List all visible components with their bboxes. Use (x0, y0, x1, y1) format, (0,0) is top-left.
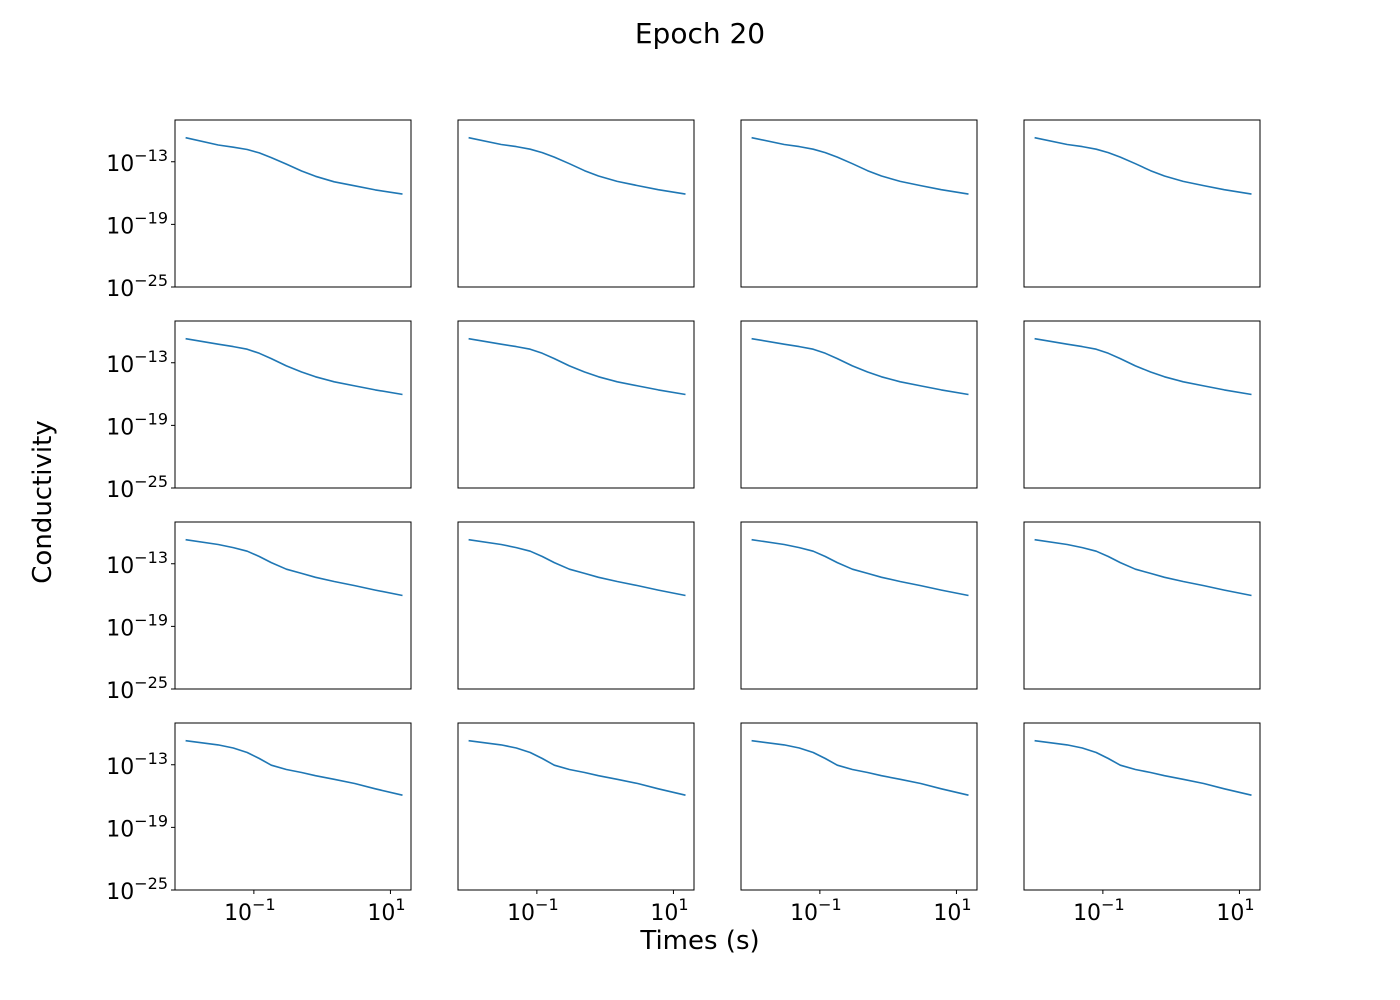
subplot-r2-c3 (740, 320, 978, 489)
subplot-r3-c4 (1023, 521, 1261, 690)
y-tick-label: 10−13 (106, 548, 168, 579)
x-tick-label: 101 (1216, 895, 1254, 926)
axes-frame (1023, 521, 1261, 690)
subplot-r3-c1: 10−13 10−19 10−25 (106, 521, 412, 704)
x-axis-label: Times (s) (639, 926, 759, 956)
subplot-r4-c1: 10−13 10−19 10−25 10−1 101 (106, 722, 412, 926)
axes-frame (174, 722, 412, 891)
subplot-grid: 10−13 10−19 10−25 10−13 10−19 10−25 10−13 10−19… (106, 119, 1261, 926)
y-tick-label: 10−25 (106, 874, 168, 905)
series-line (468, 136, 686, 195)
y-tick-label: 10−25 (106, 673, 168, 704)
subplot-r1-c3 (740, 119, 978, 288)
series-line (1034, 337, 1252, 396)
x-tick-label: 101 (367, 895, 405, 926)
x-tick-label: 10−1 (790, 895, 842, 926)
series-line (185, 538, 403, 597)
x-tick-label: 10−1 (224, 895, 276, 926)
subplot-r1-c1: 10−13 10−19 10−25 (106, 119, 412, 302)
series-line (1034, 739, 1252, 796)
axes-frame (740, 119, 978, 288)
series-line (185, 136, 403, 195)
subplot-r2-c1: 10−13 10−19 10−25 (106, 320, 412, 503)
subplot-r1-c2 (457, 119, 695, 288)
series-line (185, 337, 403, 396)
axes-frame (740, 722, 978, 891)
y-tick-label: 10−19 (106, 208, 168, 239)
series-line (1034, 538, 1252, 597)
x-tick-label: 101 (933, 895, 971, 926)
y-tick-label: 10−19 (106, 409, 168, 440)
y-tick-label: 10−19 (106, 610, 168, 641)
axes-frame (740, 521, 978, 690)
subplot-r1-c4 (1023, 119, 1261, 288)
series-line (751, 538, 969, 597)
series-line (1034, 136, 1252, 195)
subplot-r4-c4: 10−1 101 (1023, 722, 1261, 926)
series-line (751, 739, 969, 796)
x-tick-label: 10−1 (1073, 895, 1125, 926)
axes-frame (174, 320, 412, 489)
series-line (185, 739, 403, 796)
axes-frame (1023, 722, 1261, 891)
y-tick-label: 10−13 (106, 347, 168, 378)
series-line (751, 136, 969, 195)
axes-frame (457, 722, 695, 891)
subplot-r4-c2: 10−1 101 (457, 722, 695, 926)
subplot-r2-c4 (1023, 320, 1261, 489)
axes-frame (740, 320, 978, 489)
y-tick-label: 10−19 (106, 811, 168, 842)
axes-frame (457, 119, 695, 288)
subplot-r3-c2 (457, 521, 695, 690)
y-tick-label: 10−25 (106, 472, 168, 503)
series-line (468, 739, 686, 796)
y-tick-label: 10−13 (106, 146, 168, 177)
y-tick-label: 10−25 (106, 271, 168, 302)
subplot-r4-c3: 10−1 101 (740, 722, 978, 926)
x-tick-label: 101 (650, 895, 688, 926)
figure-title: Epoch 20 (635, 17, 765, 50)
subplot-r2-c2 (457, 320, 695, 489)
y-tick-label: 10−13 (106, 749, 168, 780)
axes-frame (1023, 119, 1261, 288)
x-tick-label: 10−1 (507, 895, 559, 926)
subplot-r3-c3 (740, 521, 978, 690)
axes-frame (174, 119, 412, 288)
y-axis-label: Conductivity (28, 420, 58, 583)
series-line (468, 337, 686, 396)
series-line (468, 538, 686, 597)
axes-frame (1023, 320, 1261, 489)
axes-frame (457, 521, 695, 690)
axes-frame (457, 320, 695, 489)
axes-frame (174, 521, 412, 690)
series-line (751, 337, 969, 396)
